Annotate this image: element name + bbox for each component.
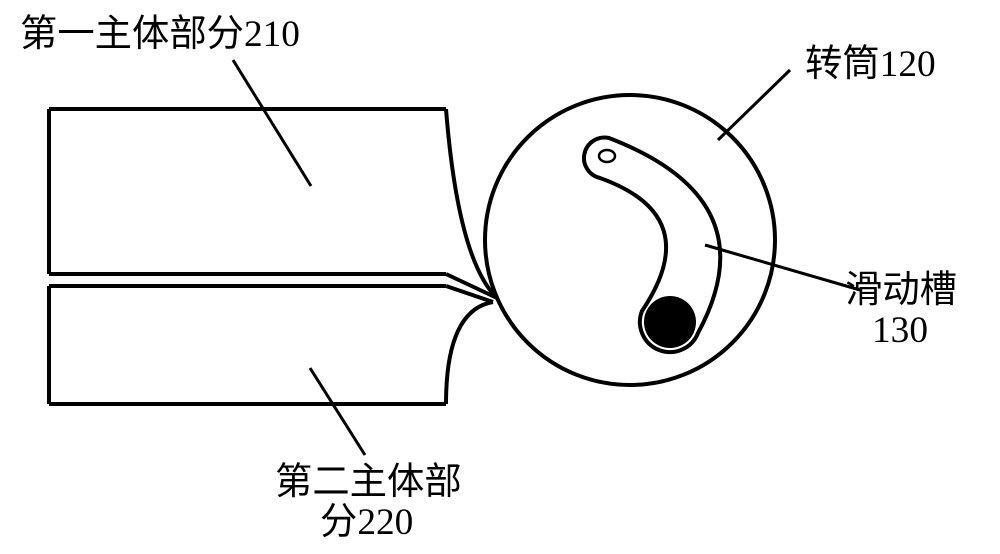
diagram-stage: { "canvas": { "width": 1000, "height": 5… [0,0,1000,554]
label-second-body-line2: 分220 [320,500,413,547]
label-slot-line2: 130 [872,308,928,355]
label-drum: 转筒120 [805,42,936,89]
label-first-body: 第一主体部分210 [20,12,300,59]
